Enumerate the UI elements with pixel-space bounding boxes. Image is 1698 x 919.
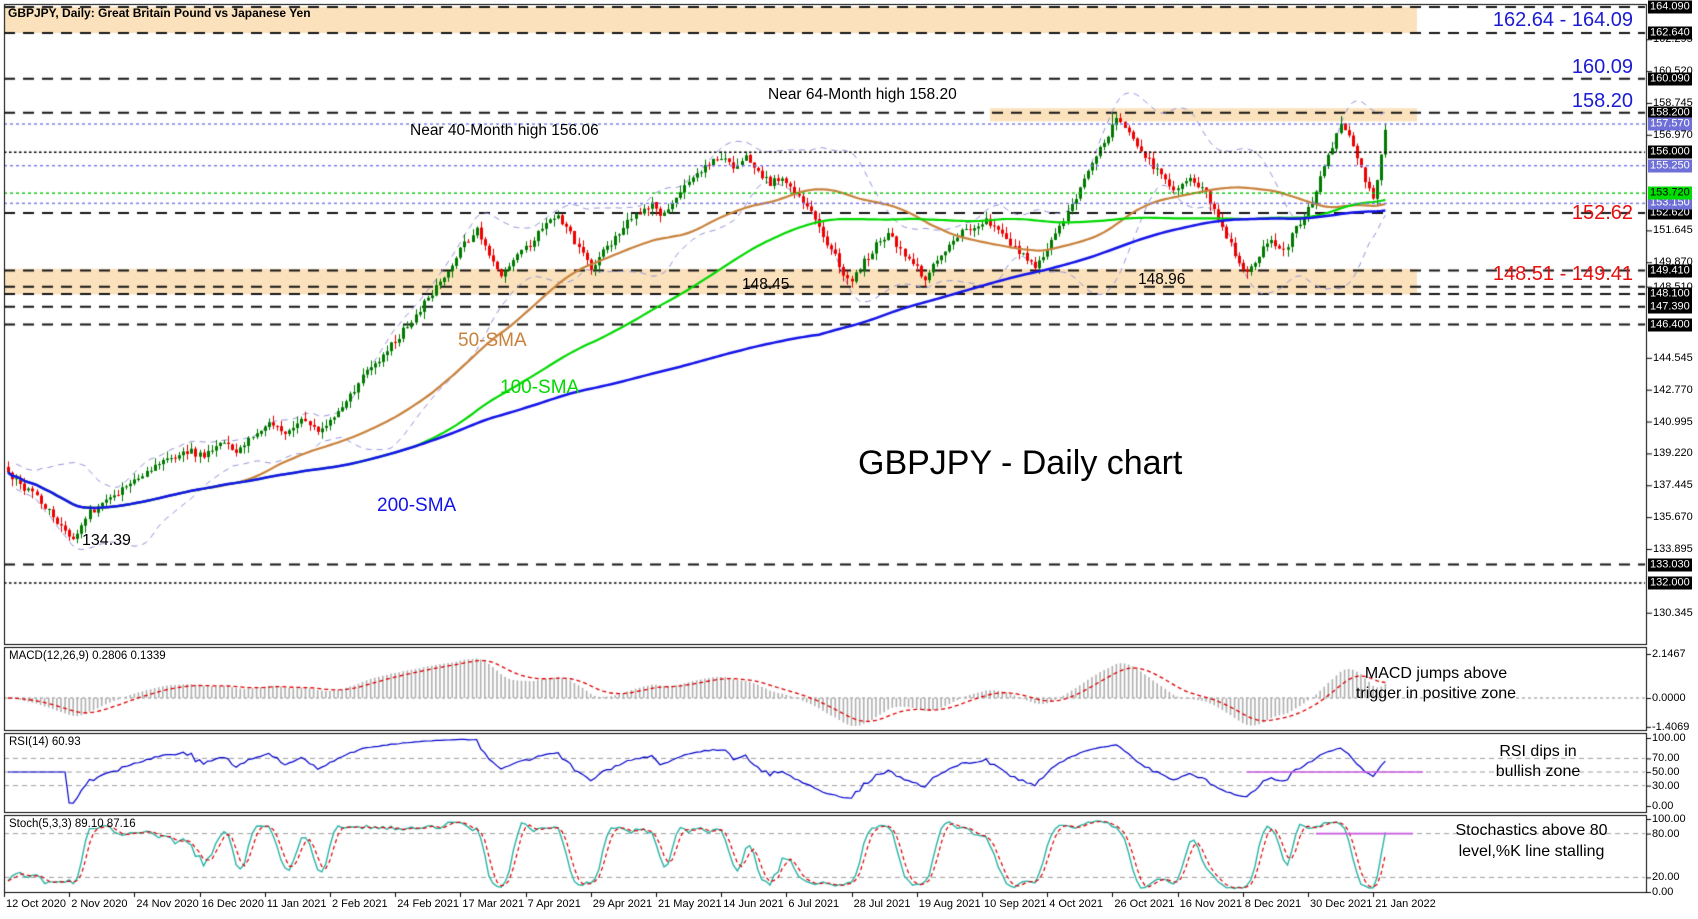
support-touch-label-14845: 148.45 <box>742 276 790 293</box>
price-badge: 146.400 <box>1648 318 1692 332</box>
rsi-annotation-line1: RSI dips in <box>1499 743 1577 760</box>
price-badge: 162.640 <box>1648 26 1692 40</box>
price-badge: 133.030 <box>1648 558 1692 572</box>
support-touch-label-14896: 148.96 <box>1138 271 1186 288</box>
price-tick-label: 156.970 <box>1653 128 1693 141</box>
date-tick-label: 21 Jan 2022 <box>1375 898 1436 910</box>
date-tick-label: 14 Jun 2021 <box>723 898 784 910</box>
watermark-title: GBPJPY - Daily chart <box>858 444 1183 482</box>
price-tick-label: 151.645 <box>1653 224 1693 237</box>
price-badge: 147.390 <box>1648 300 1692 314</box>
macd-annotation: MACD jumps above trigger in positive zon… <box>1322 664 1550 704</box>
swing-low-label-134: 134.39 <box>82 532 131 549</box>
price-tick-label: 133.895 <box>1653 543 1693 555</box>
sma50-label: 50-SMA <box>458 330 527 351</box>
price-tick-label: 140.995 <box>1653 415 1693 428</box>
macd-axis-label: 0.0000 <box>1652 692 1686 704</box>
annotation-64-month-high: Near 64-Month high 158.20 <box>768 86 957 103</box>
price-badge: 148.100 <box>1648 287 1692 301</box>
macd-annotation-line1: MACD jumps above <box>1364 665 1508 682</box>
rsi-panel-title: RSI(14) 60.93 <box>9 736 81 748</box>
rsi-axis-label: 50.00 <box>1652 766 1680 778</box>
resistance-level-label-160: 160.09 <box>1571 56 1633 78</box>
macd-annotation-line2: trigger in positive zone <box>1355 685 1517 702</box>
annotation-40-month-high: Near 40-Month high 156.06 <box>410 122 599 139</box>
date-tick-label: 30 Dec 2021 <box>1310 898 1373 910</box>
macd-panel-title: MACD(12,26,9) 0.2806 0.1339 <box>9 650 166 662</box>
date-tick-label: 26 Oct 2021 <box>1114 898 1175 910</box>
symbol-header: GBPJPY, Daily: Great Britain Pound vs Ja… <box>8 6 311 20</box>
resistance-level-label-158: 158.20 <box>1571 90 1633 112</box>
price-tick-label: 142.770 <box>1653 383 1693 396</box>
rsi-annotation-line2: bullish zone <box>1495 763 1581 780</box>
price-tick-label: 135.670 <box>1653 511 1693 524</box>
stoch-axis-label: 20.00 <box>1652 871 1680 884</box>
date-tick-label: 11 Jan 2021 <box>266 898 327 910</box>
resistance-zone-label: 162.64 - 164.09 <box>1492 9 1633 31</box>
stoch-annotation: Stochastics above 80 level,%K line stall… <box>1424 820 1639 862</box>
date-tick-label: 16 Nov 2021 <box>1179 898 1242 910</box>
stoch-annotation-line1: Stochastics above 80 <box>1455 822 1608 839</box>
date-tick-label: 28 Jul 2021 <box>853 898 911 910</box>
date-tick-label: 6 Jul 2021 <box>788 898 840 910</box>
price-tick-label: 137.445 <box>1653 479 1693 492</box>
price-badge: 164.090 <box>1648 0 1692 14</box>
price-badge: 160.090 <box>1648 72 1692 86</box>
stoch-annotation-line2: level,%K line stalling <box>1458 843 1605 860</box>
price-badge: 132.000 <box>1648 576 1692 590</box>
sma100-label: 100-SMA <box>500 377 580 398</box>
price-tick-label: 158.745 <box>1653 96 1693 109</box>
price-tick-label: 130.345 <box>1653 606 1693 619</box>
price-tick-label: 144.545 <box>1653 351 1693 364</box>
date-tick-label: 2 Feb 2021 <box>332 898 388 910</box>
support-zone-label-148: 148.51 - 149.41 <box>1492 263 1633 285</box>
rsi-axis-label: 70.00 <box>1652 752 1680 765</box>
date-tick-label: 16 Dec 2020 <box>201 898 264 910</box>
date-tick-label: 21 May 2021 <box>658 898 722 910</box>
price-badge: 149.410 <box>1648 264 1692 277</box>
date-tick-label: 7 Apr 2021 <box>527 898 581 910</box>
rsi-annotation: RSI dips in bullish zone <box>1458 742 1618 782</box>
macd-axis-label: 2.1467 <box>1652 647 1686 660</box>
price-badge-violet: 153.150 <box>1648 196 1692 210</box>
support-level-label-152: 152.62 <box>1571 202 1633 224</box>
price-badge: 158.200 <box>1648 106 1692 120</box>
price-badge: 156.000 <box>1648 145 1692 159</box>
sma200-label: 200-SMA <box>377 495 457 516</box>
date-tick-label: 8 Dec 2021 <box>1244 898 1302 910</box>
stoch-panel-title: Stoch(5,3,3) 89.10 87.16 <box>9 818 136 830</box>
macd-axis-label: -1.4069 <box>1652 720 1690 733</box>
price-badge-violet: 155.250 <box>1648 159 1692 173</box>
price-badge-violet: 157.570 <box>1648 117 1692 131</box>
stoch-axis-label: 100.00 <box>1652 813 1686 825</box>
stoch-axis-label: 0.00 <box>1652 886 1674 898</box>
date-tick-label: 2 Nov 2020 <box>71 898 128 910</box>
price-badge-green: 153.720 <box>1648 186 1692 200</box>
date-tick-label: 4 Oct 2021 <box>1049 898 1104 910</box>
date-tick-label: 17 Mar 2021 <box>462 898 525 910</box>
price-tick-label: 139.220 <box>1653 447 1693 460</box>
stoch-axis-label: 80.00 <box>1652 827 1680 840</box>
date-tick-label: 29 Apr 2021 <box>592 898 653 910</box>
date-tick-label: 24 Nov 2020 <box>136 898 199 910</box>
date-tick-label: 10 Sep 2021 <box>984 898 1047 910</box>
rsi-axis-label: 30.00 <box>1652 779 1680 792</box>
rsi-axis-label: 100.00 <box>1652 732 1686 744</box>
date-tick-label: 12 Oct 2020 <box>6 898 66 910</box>
date-tick-label: 24 Feb 2021 <box>397 898 459 910</box>
rsi-axis-label: 0.00 <box>1652 800 1674 812</box>
date-tick-label: 19 Aug 2021 <box>918 898 981 910</box>
